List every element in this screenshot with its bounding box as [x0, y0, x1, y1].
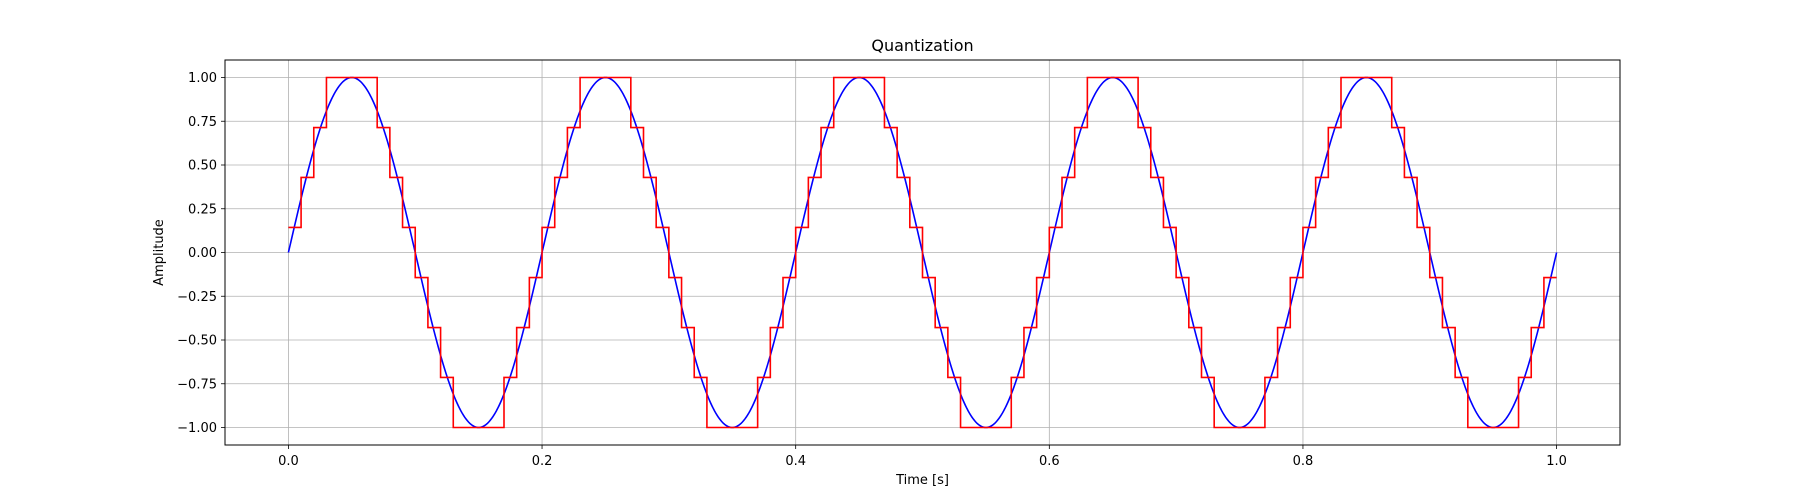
y-axis-label: Amplitude [152, 219, 167, 286]
x-tick-label: 0.6 [1039, 454, 1060, 469]
quantized-step-line [288, 76, 1557, 429]
label-layer: Quantization Time [s] Amplitude [152, 36, 974, 488]
y-tick-label: −1.00 [177, 421, 217, 436]
grid-layer [225, 60, 1620, 445]
chart-title: Quantization [871, 36, 973, 55]
x-tick-label: 1.0 [1546, 454, 1567, 469]
y-tick-label: 0.75 [188, 115, 217, 130]
x-tick-label: 0.2 [532, 454, 553, 469]
x-axis-label: Time [s] [895, 473, 949, 488]
x-tick-label: 0.0 [278, 454, 299, 469]
y-tick-label: 1.00 [188, 71, 217, 86]
x-tick-label: 0.8 [1293, 454, 1314, 469]
x-tick-label: 0.4 [785, 454, 806, 469]
y-tick-label: 0.50 [188, 159, 217, 174]
y-tick-label: −0.50 [177, 334, 217, 349]
y-tick-label: −0.25 [177, 290, 217, 305]
y-tick-label: 0.25 [188, 202, 217, 217]
axes-frame [224, 59, 1621, 446]
axes-layer: 0.0 0.2 0.4 0.6 0.8 1.0 1.00 0.75 0.50 0.25 0.00 −0… [177, 59, 1621, 469]
series-layer [287, 76, 1558, 429]
y-tick-label: −0.75 [177, 377, 217, 392]
y-tick-label: 0.00 [188, 246, 217, 261]
